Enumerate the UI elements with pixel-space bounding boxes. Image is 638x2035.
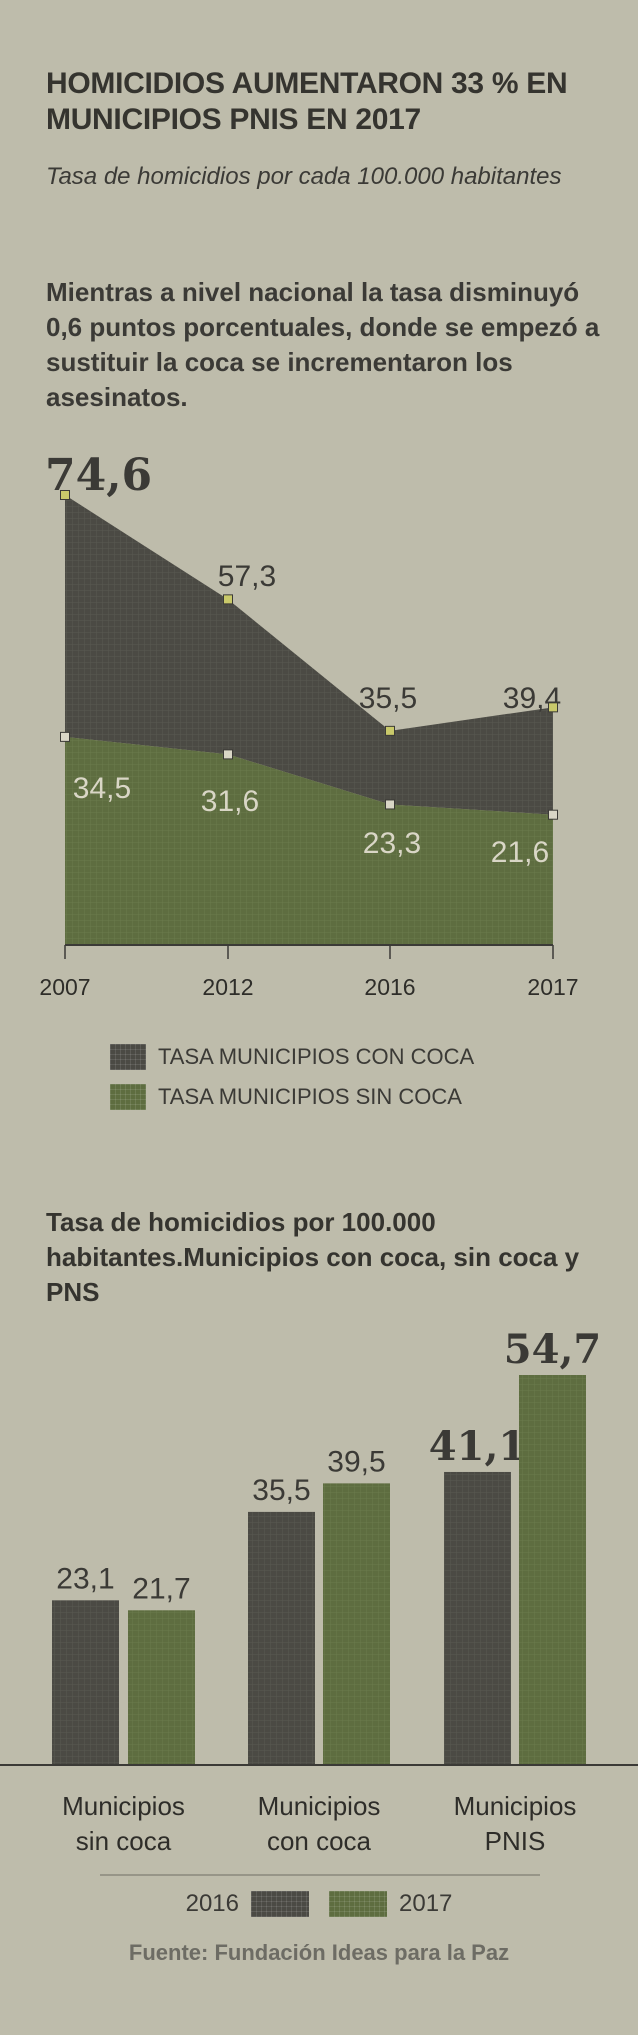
legend-label-con-coca: TASA MUNICIPIOS CON COCA bbox=[158, 1044, 475, 1069]
legend-label-sin-coca: TASA MUNICIPIOS SIN COCA bbox=[158, 1084, 462, 1109]
category-label: Municipios bbox=[258, 1791, 381, 1821]
x-tick-label: 2017 bbox=[527, 974, 578, 1000]
legend-item-con-coca: TASA MUNICIPIOS CON COCA bbox=[110, 1043, 474, 1071]
bar-chart: 23,1 21,7 Municipios sin coca 35,5 39,5 Munici… bbox=[0, 1326, 638, 1876]
x-tick-label: 2012 bbox=[202, 974, 253, 1000]
data-label-con-coca: 57,3 bbox=[218, 560, 276, 593]
point-con-coca bbox=[223, 594, 233, 605]
area-sin-coca bbox=[65, 736, 553, 945]
data-label-sin-coca: 23,3 bbox=[363, 827, 421, 860]
area-con-coca bbox=[65, 495, 553, 815]
legend-swatch-2017 bbox=[329, 1891, 387, 1917]
point-sin-coca bbox=[385, 799, 395, 810]
data-label-sin-coca: 34,5 bbox=[73, 772, 131, 805]
point-sin-coca bbox=[548, 809, 558, 820]
bar-value-label: 35,5 bbox=[252, 1474, 310, 1507]
bar-chart-title: Tasa de homicidios por 100.000 habitante… bbox=[46, 1207, 580, 1307]
bar-2017 bbox=[128, 1610, 195, 1765]
subtitle: Tasa de homicidios por cada 100.000 habi… bbox=[46, 163, 562, 190]
bar-value-label: 21,7 bbox=[132, 1572, 190, 1605]
lead-text: Mientras a nivel nacional la tasa dismin… bbox=[46, 277, 600, 412]
bar-2016 bbox=[52, 1600, 119, 1765]
area-legend: TASA MUNICIPIOS CON COCA TASA MUNICIPIOS… bbox=[110, 1043, 474, 1123]
main-title: HOMICIDIOS AUMENTARON 33 % EN MUNICIPIOS… bbox=[46, 67, 568, 136]
data-label-con-coca: 35,5 bbox=[359, 682, 417, 715]
point-sin-coca bbox=[60, 731, 70, 742]
legend-label-2017: 2017 bbox=[399, 1890, 453, 1917]
bar-2017 bbox=[323, 1483, 390, 1765]
data-label-sin-coca: 31,6 bbox=[201, 785, 259, 818]
point-con-coca bbox=[548, 702, 558, 713]
bar-2016 bbox=[248, 1511, 315, 1765]
legend-swatch-green bbox=[110, 1084, 146, 1110]
bar-value-label: 23,1 bbox=[56, 1562, 114, 1595]
legend-swatch-dark bbox=[110, 1044, 146, 1070]
legend-item-sin-coca: TASA MUNICIPIOS SIN COCA bbox=[110, 1083, 474, 1111]
bar-value-label: 39,5 bbox=[327, 1445, 385, 1478]
source-note: Fuente: Fundación Ideas para la Paz bbox=[128, 1940, 510, 1965]
legend-swatch-2016 bbox=[251, 1891, 309, 1917]
point-con-coca bbox=[60, 490, 70, 500]
bar-2016 bbox=[444, 1471, 511, 1765]
point-sin-coca bbox=[223, 749, 233, 760]
x-tick-label: 2016 bbox=[364, 974, 415, 1000]
legend-label-2016: 2016 bbox=[185, 1890, 239, 1917]
category-label: Municipios bbox=[454, 1791, 577, 1821]
bar-value-label: 54,7 bbox=[504, 1326, 601, 1373]
bar-legend: 2016 2017 bbox=[0, 1890, 638, 1918]
bar-value-label: 41,1 bbox=[429, 1423, 526, 1470]
bar-2017 bbox=[519, 1375, 586, 1765]
category-label: Municipios bbox=[62, 1791, 185, 1821]
category-label: PNIS bbox=[485, 1826, 546, 1856]
category-label: con coca bbox=[267, 1826, 372, 1856]
point-con-coca bbox=[385, 725, 395, 736]
x-tick-label: 2007 bbox=[39, 974, 90, 1000]
category-label: sin coca bbox=[76, 1826, 172, 1856]
data-label-sin-coca: 21,6 bbox=[491, 836, 549, 869]
